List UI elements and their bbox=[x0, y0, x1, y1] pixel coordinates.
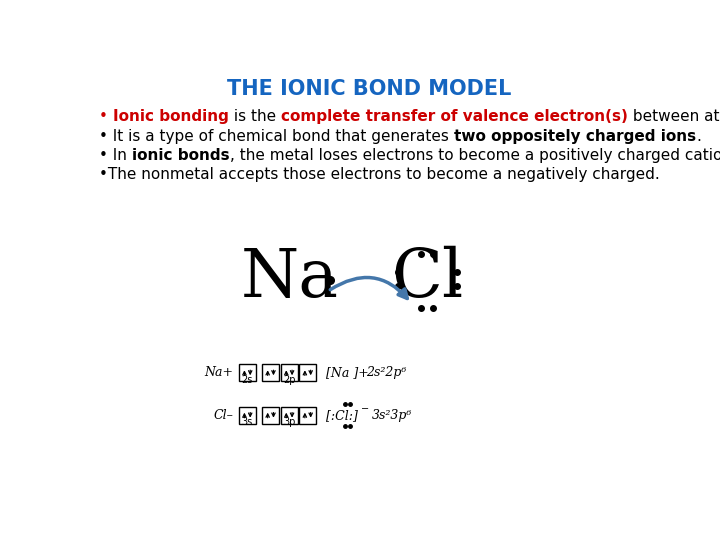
Text: • In: • In bbox=[99, 148, 132, 163]
Bar bbox=[262, 407, 279, 423]
Bar bbox=[300, 364, 316, 381]
Text: 3s: 3s bbox=[242, 417, 253, 428]
Text: •: • bbox=[99, 110, 113, 124]
Text: two oppositely charged ions: two oppositely charged ions bbox=[454, 129, 696, 144]
Bar bbox=[262, 364, 279, 381]
Text: is the: is the bbox=[229, 110, 281, 124]
Text: Cl: Cl bbox=[391, 246, 463, 312]
Text: [:Cl:]: [:Cl:] bbox=[325, 409, 357, 422]
Text: Cl–: Cl– bbox=[214, 409, 233, 422]
Text: Na+: Na+ bbox=[204, 366, 233, 379]
Text: 3p: 3p bbox=[283, 417, 295, 428]
Text: .: . bbox=[696, 129, 701, 144]
Bar bbox=[281, 407, 297, 423]
Text: between atoms.: between atoms. bbox=[628, 110, 720, 124]
Bar bbox=[239, 407, 256, 423]
Bar bbox=[300, 407, 316, 423]
Text: 2s: 2s bbox=[242, 375, 253, 385]
Text: 2p: 2p bbox=[283, 375, 295, 385]
Bar bbox=[281, 364, 297, 381]
Text: 2s²2p⁶: 2s²2p⁶ bbox=[366, 366, 406, 379]
Text: THE IONIC BOND MODEL: THE IONIC BOND MODEL bbox=[227, 79, 511, 99]
Text: •The nonmetal accepts those electrons to become a negatively charged.: •The nonmetal accepts those electrons to… bbox=[99, 167, 660, 182]
Text: −: − bbox=[361, 405, 369, 414]
Text: Ionic bonding: Ionic bonding bbox=[113, 110, 229, 124]
Text: [Na ]+: [Na ]+ bbox=[325, 366, 369, 379]
Text: 3s²3p⁶: 3s²3p⁶ bbox=[372, 409, 413, 422]
Text: Na: Na bbox=[241, 246, 339, 312]
Bar bbox=[239, 364, 256, 381]
Text: ionic bonds: ionic bonds bbox=[132, 148, 230, 163]
Text: • It is a type of chemical bond that generates: • It is a type of chemical bond that gen… bbox=[99, 129, 454, 144]
Text: , the metal loses electrons to become a positively charged cation.: , the metal loses electrons to become a … bbox=[230, 148, 720, 163]
FancyArrowPatch shape bbox=[330, 278, 408, 299]
Text: complete transfer of valence electron(s): complete transfer of valence electron(s) bbox=[281, 110, 628, 124]
